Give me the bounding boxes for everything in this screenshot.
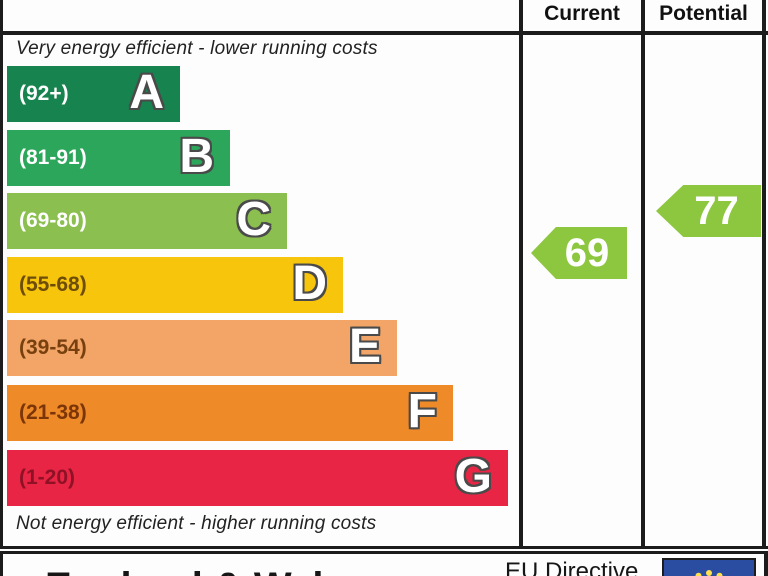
table-left-border <box>0 0 3 549</box>
bottom-caption: Not energy efficient - higher running co… <box>16 513 377 534</box>
rating-band: (39-54) E <box>7 320 397 376</box>
current-rating-value: 69 <box>564 230 610 275</box>
band-range-label: (92+) <box>19 82 69 105</box>
footer-bar: England & Wales EU Directive <box>0 551 768 576</box>
current-column-divider <box>519 0 523 549</box>
band-range-label: (39-54) <box>19 336 87 359</box>
rating-band: (81-91) B <box>7 130 230 186</box>
eu-flag-icon <box>662 558 756 576</box>
potential-rating-arrow: 77 <box>656 185 761 237</box>
rating-band: (69-80) C <box>7 193 287 249</box>
band-range-label: (69-80) <box>19 209 87 232</box>
eu-directive-label: EU Directive <box>505 558 639 576</box>
band-letter: C <box>236 193 271 246</box>
band-range-label: (1-20) <box>19 466 76 489</box>
band-letter: D <box>292 257 327 310</box>
rating-band: (1-20) G <box>7 450 508 506</box>
potential-rating-value: 77 <box>694 188 739 233</box>
band-letter: E <box>348 320 381 373</box>
potential-column-divider <box>641 0 645 549</box>
band-letter: B <box>179 130 214 183</box>
current-rating-arrow: 69 <box>531 227 627 279</box>
band-range-label: (81-91) <box>19 146 87 169</box>
table-right-border <box>762 0 766 549</box>
rating-band: (92+) A <box>7 66 180 122</box>
rating-band: (21-38) F <box>7 385 453 441</box>
rating-band: (55-68) D <box>7 257 343 313</box>
current-column-header: Current <box>544 2 620 25</box>
band-letter: G <box>454 450 492 503</box>
band-range-label: (21-38) <box>19 401 87 424</box>
band-letter: A <box>129 66 164 119</box>
header-divider-line <box>0 31 768 35</box>
potential-column-header: Potential <box>659 2 748 25</box>
band-letter: F <box>407 385 437 438</box>
region-label: England & Wales <box>45 565 368 576</box>
band-range-label: (55-68) <box>19 273 87 296</box>
table-bottom-border <box>0 546 768 549</box>
top-caption: Very energy efficient - lower running co… <box>16 38 378 59</box>
